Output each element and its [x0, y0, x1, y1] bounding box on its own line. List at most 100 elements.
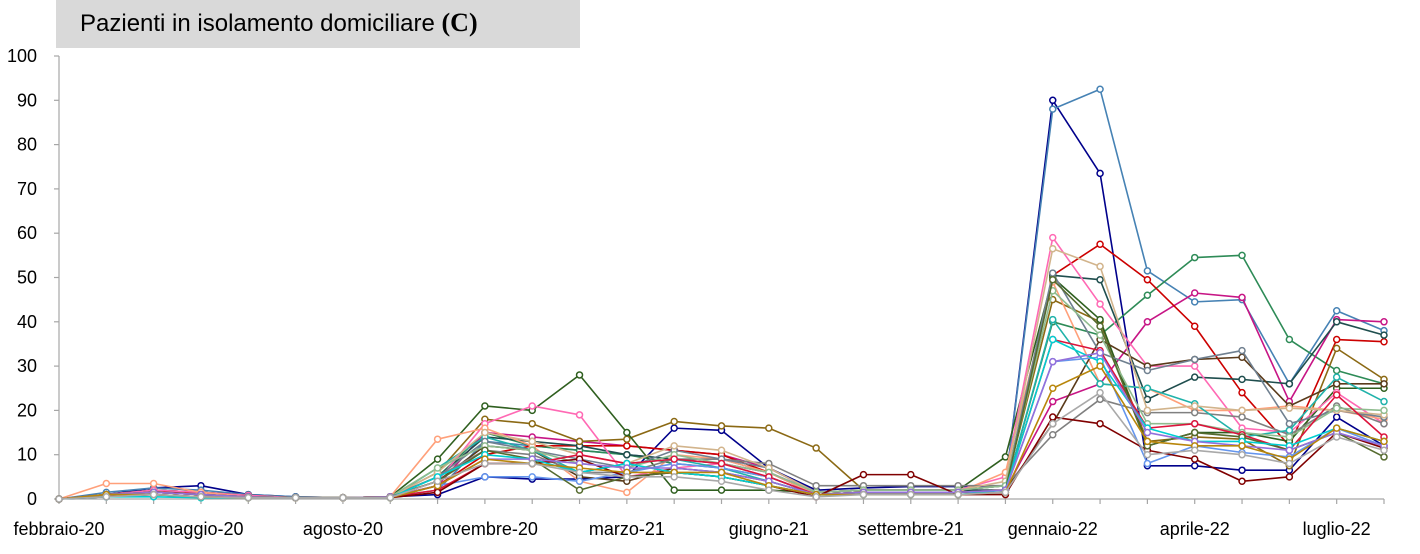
data-point — [1285, 459, 1294, 468]
data-point — [1332, 433, 1341, 441]
x-tick-label: giugno-21 — [729, 519, 809, 539]
data-point — [1143, 395, 1152, 404]
data-point — [1285, 433, 1294, 441]
data-point — [717, 459, 726, 468]
data-point — [528, 473, 536, 481]
data-point — [1096, 240, 1104, 249]
data-point — [1332, 404, 1341, 412]
data-point — [623, 473, 631, 481]
data-point — [623, 488, 631, 497]
data-point — [1332, 306, 1341, 315]
data-point — [433, 435, 442, 443]
data-point — [1096, 300, 1104, 308]
data-point — [1190, 362, 1199, 370]
data-point — [1285, 335, 1294, 344]
chart-title: Pazienti in isolamento domiciliare (C) — [80, 8, 478, 38]
data-point — [765, 486, 773, 494]
data-point — [1143, 459, 1152, 468]
data-point — [1332, 391, 1341, 399]
data-point — [717, 477, 726, 486]
data-point — [1380, 318, 1388, 326]
data-point — [1332, 318, 1341, 326]
data-point — [1380, 419, 1388, 428]
data-point — [1190, 419, 1199, 428]
data-point — [812, 444, 820, 452]
data-point — [1380, 453, 1388, 461]
data-point — [812, 481, 820, 490]
data-point — [1332, 366, 1341, 375]
x-tick-label: luglio-22 — [1303, 519, 1371, 539]
data-point — [433, 455, 442, 463]
data-point — [907, 490, 915, 499]
data-point — [1190, 446, 1199, 455]
data-point — [1238, 251, 1246, 260]
chart-title-main: Pazienti in isolamento domiciliare — [80, 10, 435, 37]
data-point — [481, 459, 489, 468]
data-point — [1049, 357, 1057, 366]
data-point — [1096, 388, 1104, 397]
x-axis: febbraio-20 maggio-20 agosto-20 novembre-20… — [13, 498, 1385, 539]
data-point — [575, 371, 584, 379]
data-point — [670, 417, 678, 426]
data-point — [1190, 355, 1199, 364]
x-tick-label: marzo-21 — [589, 519, 665, 539]
y-tick-label: 90 — [17, 90, 37, 110]
data-point — [1190, 428, 1199, 437]
data-point — [623, 428, 631, 437]
data-point — [1096, 169, 1104, 178]
data-point — [1285, 426, 1294, 435]
data-point — [670, 442, 678, 450]
x-tick-label: aprile-22 — [1160, 519, 1230, 539]
data-point — [1332, 380, 1341, 388]
data-point — [1049, 431, 1057, 439]
data-point — [575, 477, 584, 486]
data-point — [1380, 437, 1388, 446]
y-tick-label: 70 — [17, 179, 37, 199]
data-point — [1380, 337, 1388, 346]
data-point — [1238, 450, 1246, 459]
data-point — [1096, 419, 1104, 428]
data-point — [575, 411, 584, 419]
data-point — [765, 424, 773, 432]
data-point — [717, 486, 726, 494]
data-point — [1001, 453, 1010, 461]
data-point — [1049, 419, 1057, 428]
data-point — [1190, 455, 1199, 463]
data-point — [1332, 424, 1341, 432]
y-tick-label: 0 — [27, 489, 37, 509]
data-point — [1049, 335, 1057, 344]
data-point — [1143, 275, 1152, 284]
data-point — [954, 490, 962, 499]
data-point — [907, 470, 915, 479]
data-point — [1096, 322, 1104, 330]
data-point — [1049, 275, 1057, 284]
data-point — [1238, 346, 1246, 355]
data-point — [1049, 269, 1057, 277]
data-point — [670, 473, 678, 481]
data-point — [1143, 437, 1152, 446]
series-1 — [55, 96, 1388, 503]
data-point — [1190, 298, 1199, 306]
data-point — [1049, 233, 1057, 242]
data-point — [528, 402, 536, 410]
data-point — [1380, 446, 1388, 455]
data-point — [339, 493, 347, 502]
data-point — [1238, 406, 1246, 415]
data-point — [1049, 397, 1057, 406]
data-point — [1143, 428, 1152, 437]
data-point — [859, 490, 868, 499]
data-point — [1143, 406, 1152, 415]
data-point — [528, 437, 536, 446]
data-point — [1380, 406, 1388, 415]
data-point — [102, 493, 111, 501]
data-point — [1238, 466, 1246, 474]
data-point — [670, 455, 678, 463]
data-point — [1238, 388, 1246, 397]
data-point — [859, 470, 868, 479]
x-tick-label: febbraio-20 — [13, 519, 104, 539]
data-point — [1190, 373, 1199, 381]
data-point — [528, 419, 536, 428]
y-tick-label: 60 — [17, 223, 37, 243]
data-point — [1096, 349, 1104, 357]
data-point — [717, 468, 726, 477]
